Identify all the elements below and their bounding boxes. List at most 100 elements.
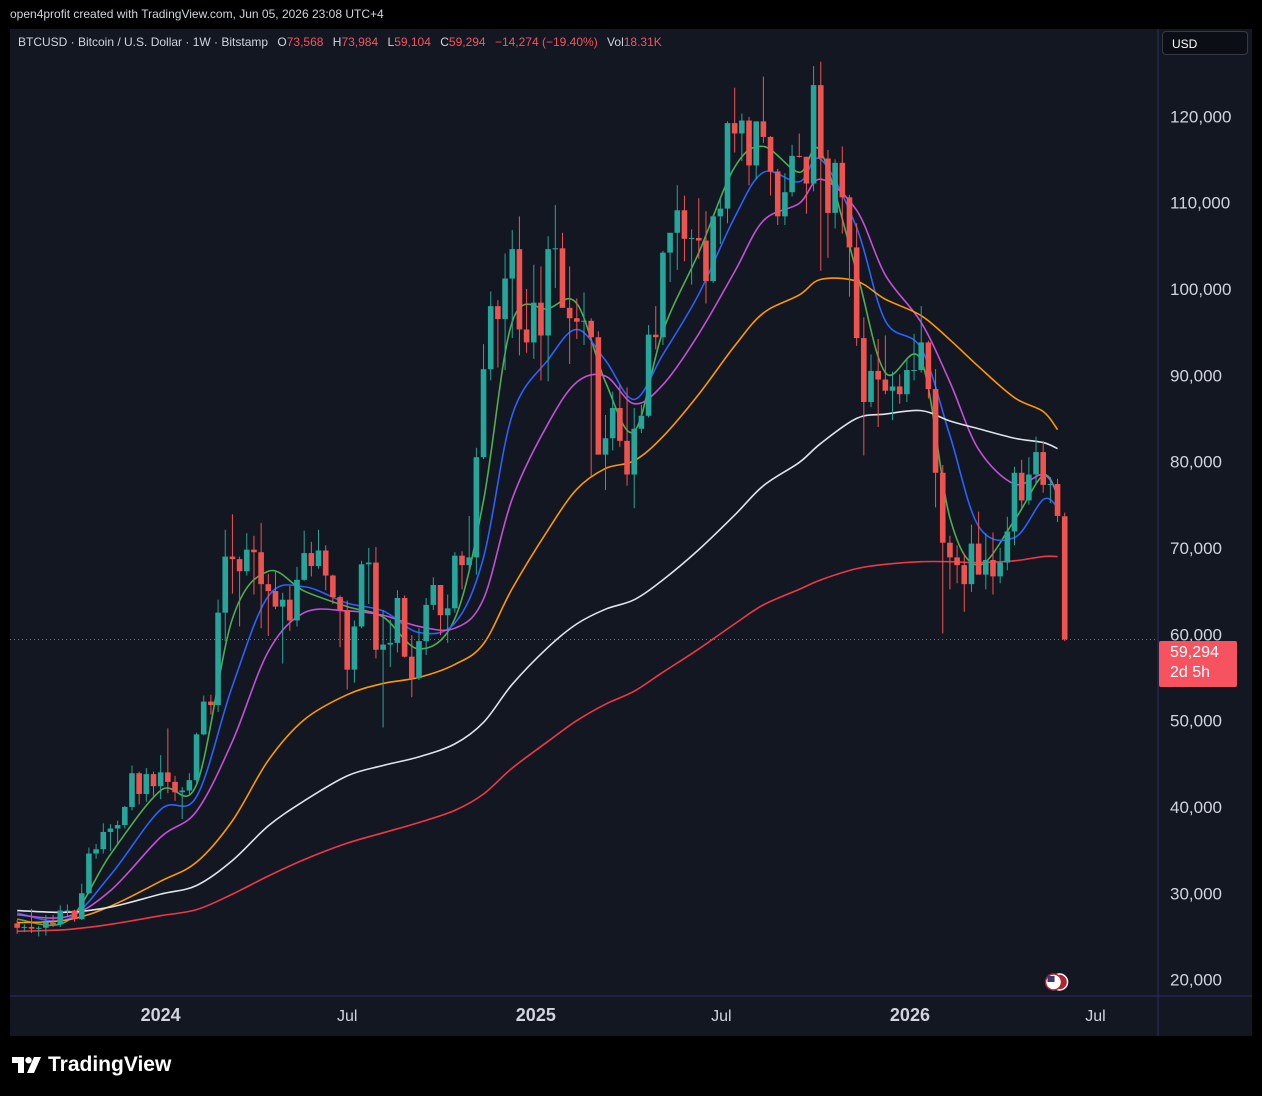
time-tick-label: 2024 [141,1005,181,1025]
candle-body [179,790,185,793]
candle-body [832,162,838,213]
candle-body [523,329,530,343]
candle-body [667,232,673,253]
bar-countdown: 2d 5h [1170,664,1211,681]
moving-average-purple [17,178,1059,919]
candle-body [165,772,171,782]
candle-body [14,923,20,928]
candle-body [796,155,803,157]
candle-body [947,542,953,558]
price-tick-label: 50,000 [1170,712,1222,731]
candle-body [337,597,343,611]
candle-body [122,806,128,826]
candle-body [157,772,164,787]
candle-body [430,585,437,605]
candle-body [739,120,745,134]
candle-body [861,338,867,402]
candle-body [294,579,300,621]
change-value: −14,274 (−19.40%) [494,35,598,49]
candle-body [473,457,480,558]
candle-body [186,780,193,791]
candle-body [595,337,602,455]
candle-body [487,306,494,370]
candle-body [322,550,329,576]
chart-credit: open4profit created with TradingView.com… [10,7,384,21]
candle-body [975,543,982,575]
candle-body [645,334,652,416]
candle-body [129,773,135,807]
close-label: C [440,35,449,49]
low-value: 59,104 [394,35,431,49]
candle-body [287,599,293,621]
candle-body [208,701,214,706]
candle-body [918,342,925,371]
time-tick-label: Jul [337,1008,357,1025]
volume-label: Vol [607,35,624,49]
candle-body [78,893,85,920]
last-price-tag: 59,294 2d 5h [1159,641,1237,687]
candle-body [983,559,989,575]
candle-body [229,556,236,560]
candle-body [452,555,458,609]
candle-body [86,853,92,894]
high-label: H [332,35,342,49]
candle-body [93,849,99,854]
candle-body [882,379,889,391]
candle-body [437,585,444,616]
candle-body [150,774,157,787]
price-tick-label: 20,000 [1170,971,1222,990]
candle-body [767,136,774,172]
candle-body [617,408,623,441]
candle-body [143,774,150,794]
price-chart[interactable]: 20,000 30,000 40,000 50,000 60,000 70,000 80,0… [10,29,1252,1036]
candle-body [57,910,64,925]
candle-body [308,553,315,567]
close-value: 59,294 [448,35,486,49]
candle-body [215,612,221,706]
candle-body [696,237,702,241]
candle-body [789,155,795,193]
candle-body [380,644,386,650]
candle-body [200,701,207,735]
candle-body [502,278,508,320]
candle-body [839,162,846,198]
candle-body [889,386,896,391]
candle-body [1040,452,1046,485]
candle-body [466,557,472,566]
symbol-title[interactable]: BTCUSD · Bitcoin / U.S. Dollar · 1W · Bi… [18,35,269,49]
candle-body [911,370,917,372]
candle-body [365,562,372,565]
price-tick-label: 100,000 [1170,280,1231,299]
candle-body [753,121,759,166]
candle-body [624,440,630,475]
candle-body [265,584,272,592]
candle-body [21,926,28,928]
candle-body [64,910,71,912]
candle-body [330,575,336,598]
candle-body [782,192,788,217]
candle-body [681,210,688,239]
candle-body [566,307,573,319]
candle-body [272,591,279,607]
candle-body [674,210,681,233]
candle-body [1033,452,1039,475]
candle-body [724,123,731,209]
candle-body [193,734,200,781]
high-value: 73,984 [341,35,379,49]
candle-body [35,927,42,929]
candle-body [344,610,351,670]
candle-body [43,922,49,928]
candle-body [932,389,939,473]
candle-body [351,626,358,670]
candle-body [875,370,881,380]
tradingview-logo[interactable]: TradingView [12,1053,171,1077]
price-tick-label: 40,000 [1170,798,1222,817]
candle-body [387,642,394,645]
candle-body [652,334,659,338]
candle-body [1004,531,1011,563]
candle-body [423,604,429,642]
currency-selector[interactable]: USD [1162,31,1248,55]
candle-body [545,249,551,336]
price-tick-label: 60,000 [1170,625,1222,644]
candle-body [279,599,286,607]
